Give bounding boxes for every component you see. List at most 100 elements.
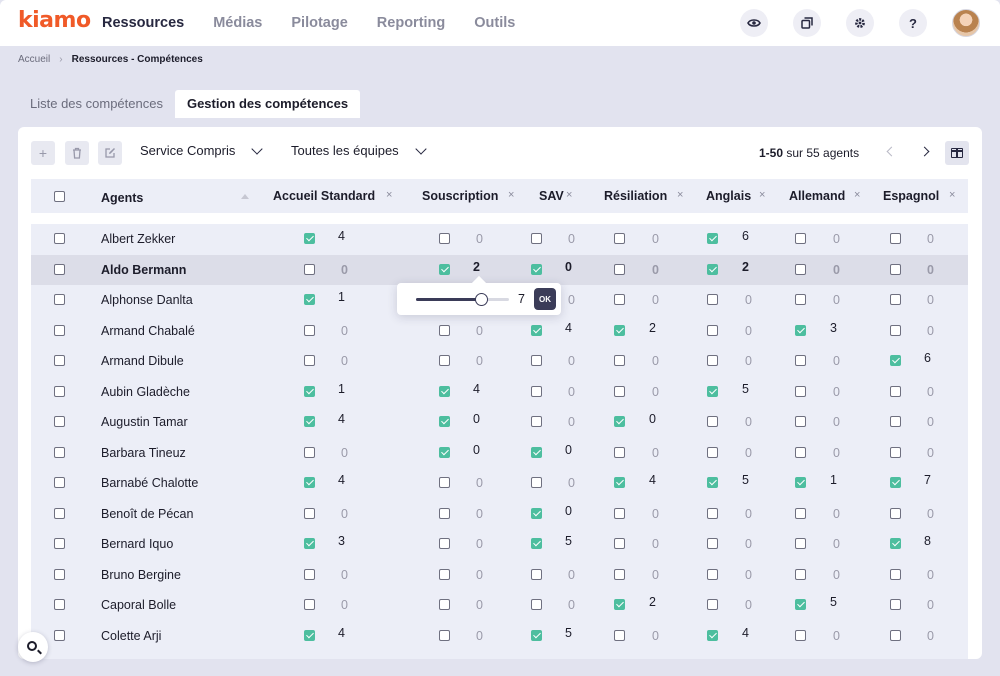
skill-level[interactable]: 0 xyxy=(652,293,659,307)
skill-checkbox[interactable] xyxy=(890,507,901,519)
skill-checkbox[interactable] xyxy=(795,568,806,580)
skill-checkbox[interactable] xyxy=(531,416,542,427)
column-header[interactable]: Souscription xyxy=(422,189,499,203)
skill-checkbox[interactable] xyxy=(439,568,450,580)
skill-checkbox[interactable] xyxy=(795,294,806,305)
skill-level[interactable]: 0 xyxy=(745,537,752,551)
skill-level[interactable]: 0 xyxy=(652,445,659,460)
skill-checkbox[interactable] xyxy=(531,233,542,244)
skill-checkbox[interactable] xyxy=(304,568,315,580)
next-page-icon[interactable] xyxy=(919,146,930,157)
skill-level[interactable]: 0 xyxy=(652,232,659,246)
table-row[interactable]: Caporal Bolle 0 0 0 2 0 5 0 xyxy=(31,590,968,620)
close-icon[interactable]: × xyxy=(508,189,515,201)
skill-level[interactable]: 0 xyxy=(652,537,659,551)
skill-level[interactable]: 0 xyxy=(745,293,752,307)
skill-level[interactable]: 0 xyxy=(341,354,348,368)
skill-checkbox[interactable] xyxy=(890,538,901,549)
skill-level[interactable]: 4 xyxy=(742,625,749,640)
skill-level[interactable]: 0 xyxy=(927,598,934,612)
skill-checkbox[interactable] xyxy=(531,629,542,641)
skill-checkbox[interactable] xyxy=(890,629,901,641)
gear-icon[interactable] xyxy=(846,9,874,37)
skill-checkbox[interactable] xyxy=(531,538,542,549)
skill-level[interactable]: 4 xyxy=(338,412,345,426)
skill-checkbox[interactable] xyxy=(890,263,901,275)
skill-level[interactable]: 0 xyxy=(476,598,483,612)
skill-level[interactable]: 0 xyxy=(833,232,840,246)
skill-level[interactable]: 0 xyxy=(565,503,572,518)
skill-level[interactable]: 0 xyxy=(927,415,934,429)
skill-level[interactable]: 4 xyxy=(338,473,345,487)
skill-level[interactable]: 0 xyxy=(927,262,934,277)
nav-ressources[interactable]: Ressources xyxy=(102,15,185,31)
row-checkbox[interactable] xyxy=(54,629,65,641)
skill-checkbox[interactable] xyxy=(795,355,806,366)
skill-checkbox[interactable] xyxy=(707,568,718,580)
skill-level[interactable]: 0 xyxy=(568,354,575,368)
skill-level[interactable]: 4 xyxy=(649,473,656,487)
skill-level[interactable]: 5 xyxy=(565,534,572,548)
close-icon[interactable]: × xyxy=(677,189,684,201)
skill-level[interactable]: 0 xyxy=(745,506,752,521)
skill-checkbox[interactable] xyxy=(614,324,625,336)
row-checkbox[interactable] xyxy=(54,446,65,458)
skill-level[interactable]: 0 xyxy=(833,445,840,460)
skill-checkbox[interactable] xyxy=(707,446,718,458)
row-checkbox[interactable] xyxy=(54,538,65,549)
skill-checkbox[interactable] xyxy=(531,599,542,610)
skill-level[interactable]: 0 xyxy=(927,232,934,246)
table-row[interactable]: Colette Arji 4 0 5 0 4 0 0 xyxy=(31,621,968,651)
skill-checkbox[interactable] xyxy=(795,477,806,488)
skill-checkbox[interactable] xyxy=(707,629,718,641)
skill-level[interactable]: 2 xyxy=(649,320,656,335)
eye-icon[interactable] xyxy=(740,9,768,37)
skill-level[interactable]: 0 xyxy=(927,628,934,643)
skill-checkbox[interactable] xyxy=(304,416,315,427)
skill-checkbox[interactable] xyxy=(707,294,718,305)
close-icon[interactable]: × xyxy=(759,189,766,201)
column-header[interactable]: Anglais xyxy=(706,189,752,203)
column-header[interactable]: Allemand xyxy=(789,189,846,203)
skill-checkbox[interactable] xyxy=(795,446,806,458)
help-icon[interactable]: ? xyxy=(899,9,927,37)
row-checkbox[interactable] xyxy=(54,385,65,397)
skill-checkbox[interactable] xyxy=(304,233,315,244)
skill-checkbox[interactable] xyxy=(439,446,450,458)
ok-button[interactable]: OK xyxy=(534,288,556,310)
row-checkbox[interactable] xyxy=(54,355,65,366)
skill-level[interactable]: 0 xyxy=(565,259,572,274)
skill-level[interactable]: 2 xyxy=(649,595,656,609)
row-checkbox[interactable] xyxy=(54,477,65,488)
level-slider[interactable] xyxy=(416,293,509,306)
skill-checkbox[interactable] xyxy=(439,263,450,275)
skill-checkbox[interactable] xyxy=(439,538,450,549)
skill-checkbox[interactable] xyxy=(304,477,315,488)
skill-level[interactable]: 0 xyxy=(652,384,659,399)
skill-checkbox[interactable] xyxy=(890,568,901,580)
skill-level[interactable]: 0 xyxy=(927,567,934,582)
skill-level[interactable]: 2 xyxy=(742,259,749,274)
skill-checkbox[interactable] xyxy=(304,263,315,275)
skill-checkbox[interactable] xyxy=(439,599,450,610)
skill-level[interactable]: 3 xyxy=(338,534,345,548)
skill-level[interactable]: 0 xyxy=(473,442,480,457)
prev-page-icon[interactable] xyxy=(886,146,897,157)
skill-checkbox[interactable] xyxy=(795,629,806,641)
skill-checkbox[interactable] xyxy=(707,477,718,488)
skill-checkbox[interactable] xyxy=(614,568,625,580)
nav-pilotage[interactable]: Pilotage xyxy=(291,15,348,31)
skill-checkbox[interactable] xyxy=(707,385,718,397)
skill-level[interactable]: 0 xyxy=(476,354,483,368)
skill-checkbox[interactable] xyxy=(531,355,542,366)
skill-level[interactable]: 8 xyxy=(924,534,931,548)
skill-checkbox[interactable] xyxy=(890,416,901,427)
skill-checkbox[interactable] xyxy=(439,416,450,427)
table-row[interactable]: Augustin Tamar 4 0 0 0 0 0 0 xyxy=(31,407,968,437)
skill-checkbox[interactable] xyxy=(614,629,625,641)
column-header[interactable]: Accueil Standard xyxy=(273,189,376,203)
skill-level[interactable]: 0 xyxy=(652,506,659,521)
skill-checkbox[interactable] xyxy=(614,538,625,549)
skill-level[interactable]: 0 xyxy=(833,384,840,399)
sort-icon[interactable] xyxy=(241,194,249,199)
